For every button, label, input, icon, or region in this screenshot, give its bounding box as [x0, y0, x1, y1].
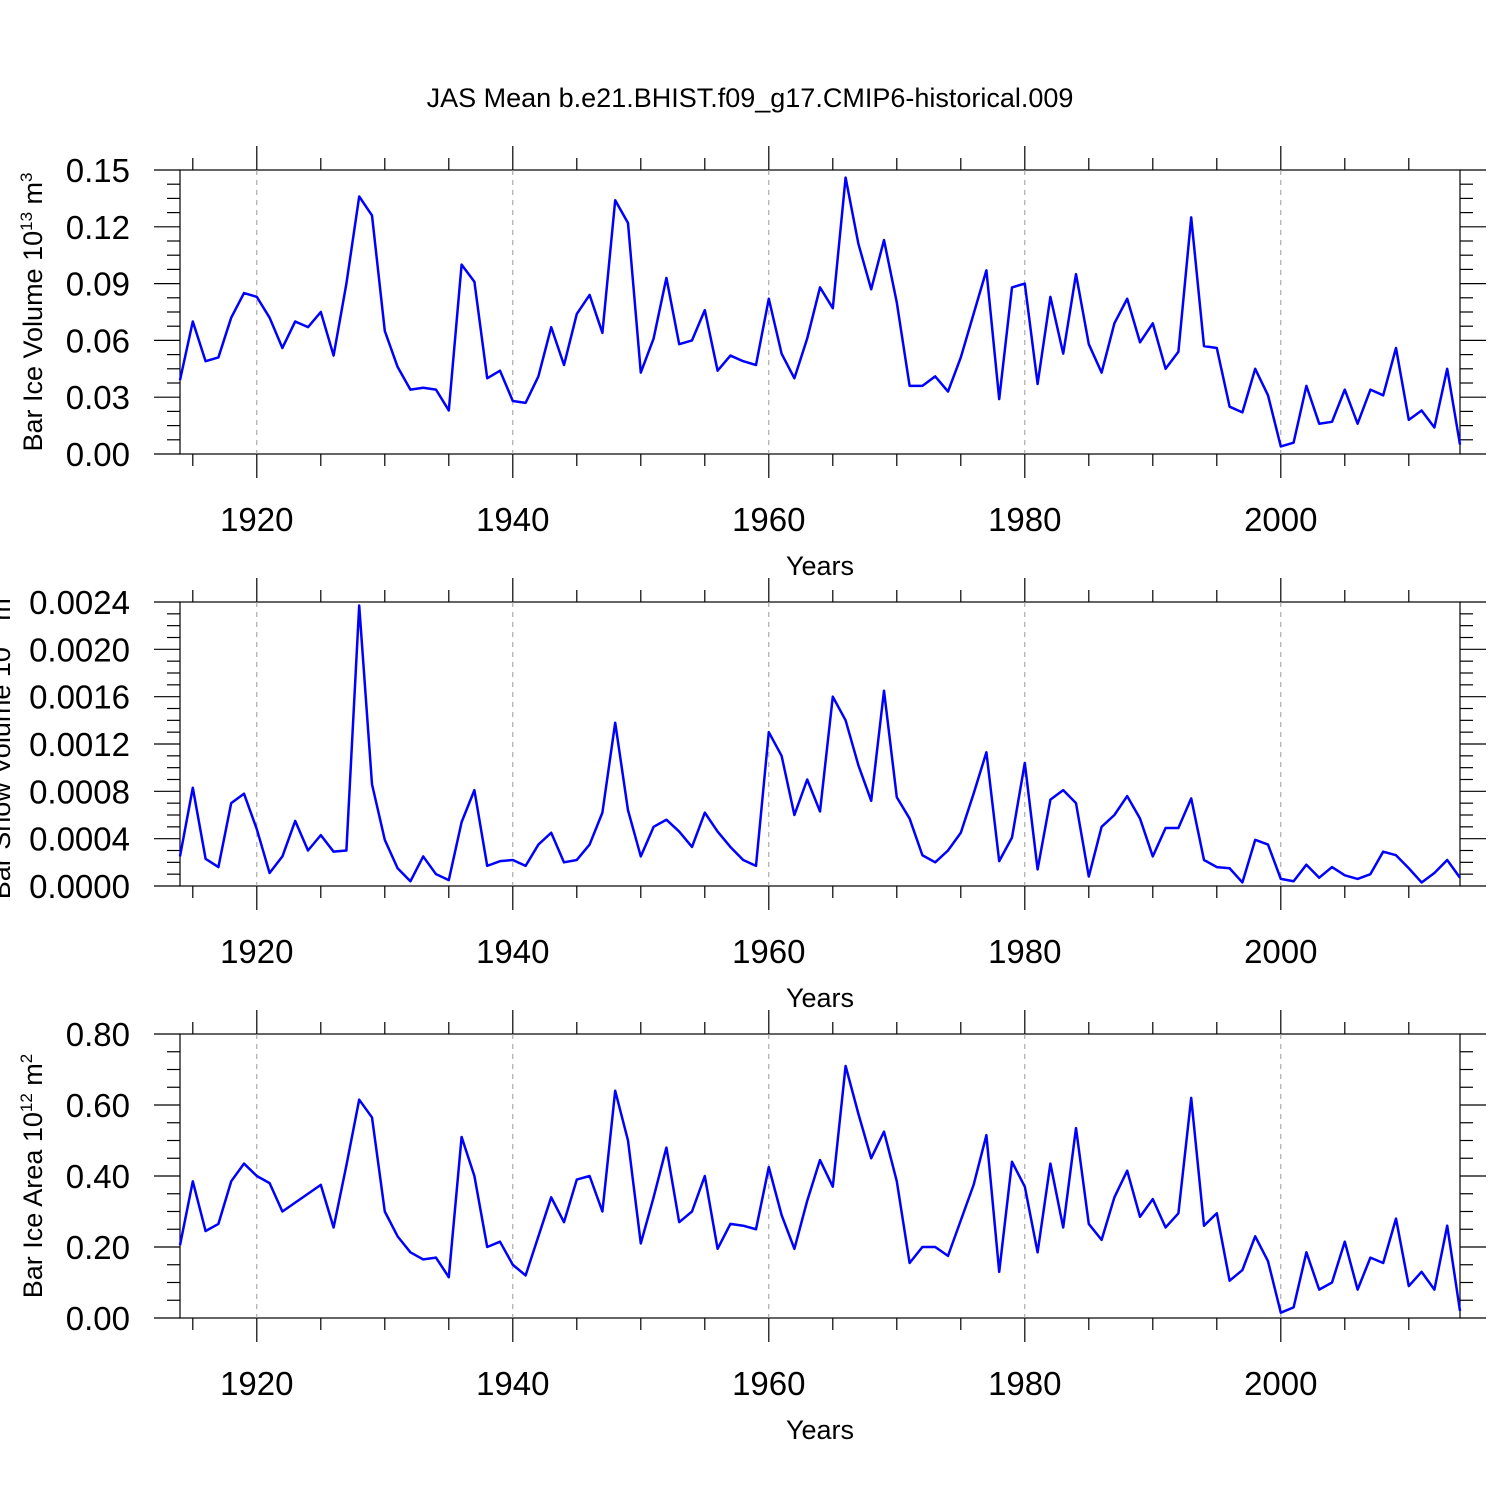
ice-volume-x-tick-label: 2000	[1244, 501, 1317, 538]
ice-volume-x-tick-label: 1920	[220, 501, 293, 538]
ice-volume-y-tick-label: 0.15	[66, 152, 130, 189]
snow-volume-y-tick-label: 0.0000	[29, 868, 130, 905]
ice-volume-x-tick-label: 1940	[476, 501, 549, 538]
ice-area-x-tick-label: 1960	[732, 1365, 805, 1402]
panel-snow-volume-y-tick-labels: 0.0000 0.0004 0.0008 0.0012 0.0016 0.0020 0.00…	[29, 584, 130, 905]
snow-volume-x-tick-label: 1980	[988, 933, 1061, 970]
ice-area-x-tick-label: 1980	[988, 1365, 1061, 1402]
snow-volume-y-tick-label: 0.0024	[29, 584, 130, 621]
snow-volume-x-tick-label: 2000	[1244, 933, 1317, 970]
ice-volume-x-axis-label: Years	[786, 551, 854, 581]
snow-volume-x-axis-label: Years	[786, 983, 854, 1013]
panel-ice-area-x-tick-labels: 1920 1940 1960 1980 2000	[220, 1365, 1317, 1402]
panel-ice-volume: 0.00 0.03 0.06 0.09 0.12 0.15 1920 1940 1960 198…	[17, 146, 1486, 581]
panel-ice-volume-frame	[179, 169, 1461, 455]
ice-volume-x-tick-label: 1980	[988, 501, 1061, 538]
ice-volume-y-tick-label: 0.03	[66, 379, 130, 416]
panel-snow-volume-x-tick-labels: 1920 1940 1960 1980 2000	[220, 933, 1317, 970]
ice-area-y-tick-label: 0.20	[66, 1229, 130, 1266]
ice-area-y-tick-label: 0.00	[66, 1300, 130, 1337]
ice-area-series-line	[178, 1064, 1462, 1314]
snow-volume-y-tick-label: 0.0012	[29, 726, 130, 763]
snow-volume-x-tick-label: 1960	[732, 933, 805, 970]
panel-ice-area: 0.00 0.20 0.40 0.60 0.80 1920 1940 1960 1980 200…	[17, 1010, 1486, 1445]
ice-area-x-axis-label: Years	[786, 1415, 854, 1445]
panel-ice-area-ticks	[154, 1010, 1486, 1342]
ice-area-y-tick-label: 0.40	[66, 1158, 130, 1195]
panel-ice-volume-ticks	[154, 146, 1486, 478]
ice-area-y-tick-label: 0.60	[66, 1087, 130, 1124]
ice-volume-x-tick-label: 1960	[732, 501, 805, 538]
panel-ice-area-frame	[179, 1033, 1461, 1319]
panel-snow-volume: 0.0000 0.0004 0.0008 0.0012 0.0016 0.0020 0.00…	[0, 578, 1486, 1013]
ice-area-y-axis-label: Bar Ice Area 1012 m2	[17, 1054, 48, 1299]
ice-volume-y-tick-label: 0.00	[66, 436, 130, 473]
ice-volume-y-axis-label: Bar Ice Volume 1013 m3	[17, 172, 48, 451]
snow-volume-y-tick-label: 0.0008	[29, 773, 130, 810]
snow-volume-y-tick-label: 0.0020	[29, 631, 130, 668]
panel-ice-volume-x-tick-labels: 1920 1940 1960 1980 2000	[220, 501, 1317, 538]
panel-ice-area-y-tick-labels: 0.00 0.20 0.40 0.60 0.80	[66, 1016, 130, 1337]
ice-volume-y-tick-label: 0.12	[66, 209, 130, 246]
panel-ice-volume-grid	[256, 170, 1282, 454]
snow-volume-x-tick-label: 1920	[220, 933, 293, 970]
ice-area-x-tick-label: 1940	[476, 1365, 549, 1402]
chart-title: JAS Mean b.e21.BHIST.f09_g17.CMIP6-histo…	[427, 83, 1074, 113]
snow-volume-x-tick-label: 1940	[476, 933, 549, 970]
snow-volume-series-line	[178, 604, 1462, 884]
snow-volume-y-axis-label: Bar Snow Volume 1013 m3	[0, 589, 16, 900]
ice-area-x-tick-label: 1920	[220, 1365, 293, 1402]
panel-snow-volume-ticks	[154, 578, 1486, 910]
ice-area-x-tick-label: 2000	[1244, 1365, 1317, 1402]
snow-volume-y-tick-label: 0.0016	[29, 679, 130, 716]
panel-ice-volume-y-tick-labels: 0.00 0.03 0.06 0.09 0.12 0.15	[66, 152, 130, 473]
ice-volume-y-tick-label: 0.06	[66, 322, 130, 359]
snow-volume-y-tick-label: 0.0004	[29, 821, 130, 858]
ice-volume-y-tick-label: 0.09	[66, 266, 130, 303]
panel-ice-area-grid	[256, 1034, 1282, 1318]
ice-volume-series-line	[178, 176, 1462, 448]
ice-area-y-tick-label: 0.80	[66, 1016, 130, 1053]
